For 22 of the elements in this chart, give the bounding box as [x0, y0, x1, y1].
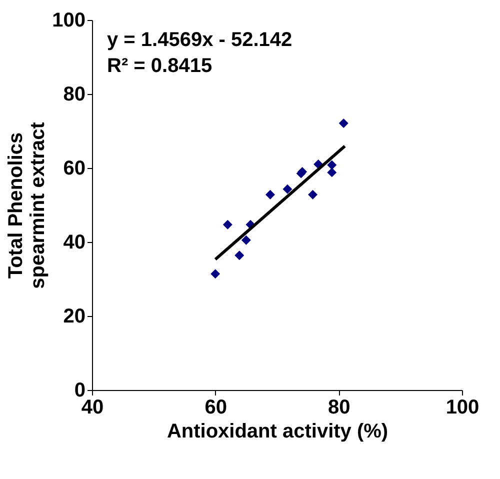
point	[265, 190, 275, 200]
annotation: y = 1.4569x - 52.142	[107, 29, 292, 51]
y-tick-label: 40	[63, 232, 86, 254]
x-tick-label: 60	[204, 396, 227, 418]
point	[327, 160, 337, 170]
point	[241, 235, 251, 245]
y-tick-label: 20	[63, 306, 86, 328]
point	[234, 250, 244, 260]
point	[282, 184, 292, 194]
point	[327, 168, 337, 178]
point	[210, 269, 220, 279]
point	[338, 118, 348, 128]
x-axis-title: Antioxidant activity (%)	[166, 420, 388, 442]
annotation: R² = 0.8415	[107, 55, 212, 77]
y-tick-label: 80	[63, 84, 86, 106]
y-tick-label: 60	[63, 158, 86, 180]
x-tick-label: 100	[446, 396, 480, 418]
point	[308, 190, 318, 200]
point	[222, 220, 232, 230]
y-tick-label: 100	[52, 10, 86, 32]
x-tick-label: 80	[328, 396, 350, 418]
y-axis-title: Total Phenolics spearmint extract	[5, 122, 50, 289]
